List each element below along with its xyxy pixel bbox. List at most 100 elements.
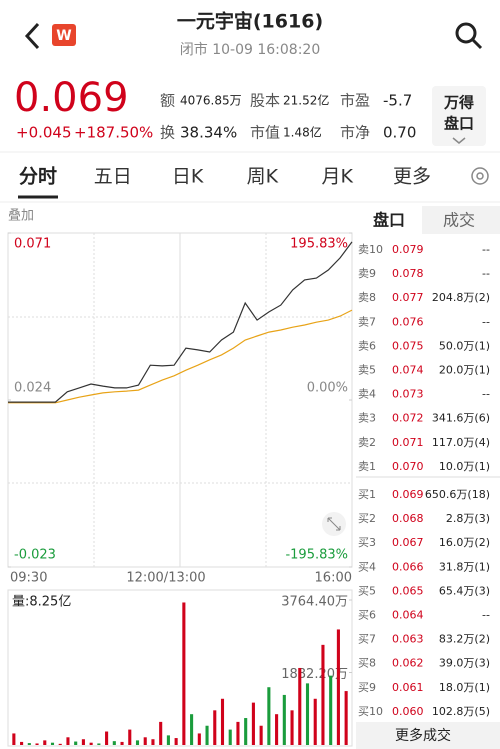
tab[interactable]: 更多 (393, 166, 431, 188)
volume-bar (344, 691, 348, 745)
volume-bar (244, 718, 248, 745)
search-button[interactable] (455, 22, 483, 50)
stat-value: -5.7 (383, 92, 412, 110)
stat-label: 市盈 (340, 92, 370, 110)
tab[interactable]: 日K (172, 166, 204, 188)
tab[interactable]: 周K (247, 166, 279, 188)
button-text: 万得 (443, 94, 474, 112)
level-volume: 65.4万(3) (439, 584, 490, 597)
level-volume: 341.6万(6) (432, 412, 490, 425)
tab[interactable]: 五日 (94, 166, 132, 188)
volume-bar (50, 742, 55, 745)
level-price: 0.079 (392, 243, 424, 256)
level: 卖4 (358, 388, 376, 401)
level-price: 0.069 (392, 488, 424, 501)
settings-button[interactable] (471, 167, 489, 185)
level-volume: -- (482, 609, 490, 622)
level: 卖8 (358, 291, 376, 304)
tab-label: 成交 (443, 211, 475, 230)
level-price: 0.064 (392, 609, 424, 622)
volume-bar (81, 739, 85, 745)
level-price: 0.068 (392, 512, 424, 525)
time-label: 09:30 (10, 571, 47, 586)
volume-bar (182, 602, 186, 745)
badge (52, 24, 76, 46)
level: 卖9 (358, 267, 376, 280)
button-text: 盘口 (444, 115, 474, 133)
stat-label: 换 (160, 124, 175, 142)
level: 买1 (358, 488, 376, 501)
volume-bar (205, 725, 209, 745)
level: 卖7 (358, 315, 376, 328)
tab[interactable]: 分时 (19, 166, 57, 188)
level: 买8 (358, 657, 376, 670)
volume-bar (275, 714, 279, 745)
level-price: 0.067 (392, 536, 424, 549)
time-label: 12:00/13:00 (126, 571, 205, 586)
overlay-button[interactable]: 叠加 (8, 209, 34, 224)
pct-tick-label: 195.83% (290, 237, 348, 252)
level-volume: 16.0万(2) (439, 536, 490, 549)
back-button[interactable] (24, 22, 40, 50)
pct-tick-label: 0.00% (307, 381, 348, 396)
level: 卖2 (358, 436, 376, 449)
time-label: 16:00 (315, 571, 352, 586)
level-price: 0.061 (392, 681, 424, 694)
level-price: 0.078 (392, 267, 424, 280)
level-price: 0.073 (392, 388, 424, 401)
change-pct: +187.50% (74, 124, 153, 142)
level-price: 0.060 (392, 705, 424, 718)
volume-bar (120, 741, 124, 745)
level: 买2 (358, 512, 376, 525)
level-volume: 83.2万(2) (439, 633, 490, 646)
average-line (8, 309, 353, 404)
volume-bar (97, 743, 101, 745)
volume-bar (20, 741, 24, 745)
volume-frame (7, 589, 353, 747)
volume-bar (220, 698, 225, 745)
level-volume: -- (482, 315, 490, 328)
volume-bar (259, 725, 263, 745)
level: 卖3 (358, 412, 376, 425)
volume-bar (66, 737, 70, 745)
price: 0.069 (14, 75, 129, 121)
level-price: 0.075 (392, 339, 424, 352)
level-volume: -- (482, 267, 490, 280)
level-volume: 18.0万(1) (439, 681, 490, 694)
volume-bar (12, 733, 16, 745)
title: 一元宇宙(1616) (177, 10, 323, 33)
stat-value: 4076.85万 (180, 94, 242, 108)
price-tick-label: 0.071 (14, 237, 51, 252)
volume-bar (329, 675, 333, 745)
wind-button[interactable] (432, 86, 486, 146)
tab[interactable]: 月K (321, 166, 353, 188)
trades-tab[interactable] (422, 206, 500, 234)
stat-label: 市值 (250, 124, 280, 142)
level: 买3 (358, 536, 376, 549)
tab-label: 盘口 (373, 211, 405, 230)
volume-bar (166, 735, 170, 745)
volume-bar (267, 687, 271, 745)
more-trades[interactable] (356, 722, 500, 749)
level-price: 0.077 (392, 291, 424, 304)
level-volume: 2.8万(3) (446, 512, 490, 525)
level-price: 0.066 (392, 560, 424, 573)
price-tick-label: 0.024 (14, 381, 51, 396)
volume-bar (43, 740, 47, 745)
level-volume: -- (482, 243, 490, 256)
level-volume: 50.0万(1) (439, 339, 490, 352)
volume-bar (105, 731, 109, 745)
orderbook-tab[interactable] (356, 206, 422, 234)
volume-bar (282, 694, 286, 745)
volume-bar (151, 739, 155, 745)
level-price: 0.065 (392, 584, 424, 597)
level-volume: -- (482, 388, 490, 401)
level-price: 0.074 (392, 364, 424, 377)
volume-bar (74, 741, 78, 745)
level-price: 0.071 (392, 436, 424, 449)
level-price: 0.076 (392, 315, 424, 328)
stat-value: 38.34% (180, 124, 237, 142)
more-trades-label: 更多成交 (395, 727, 451, 744)
level: 卖1 (358, 460, 376, 473)
